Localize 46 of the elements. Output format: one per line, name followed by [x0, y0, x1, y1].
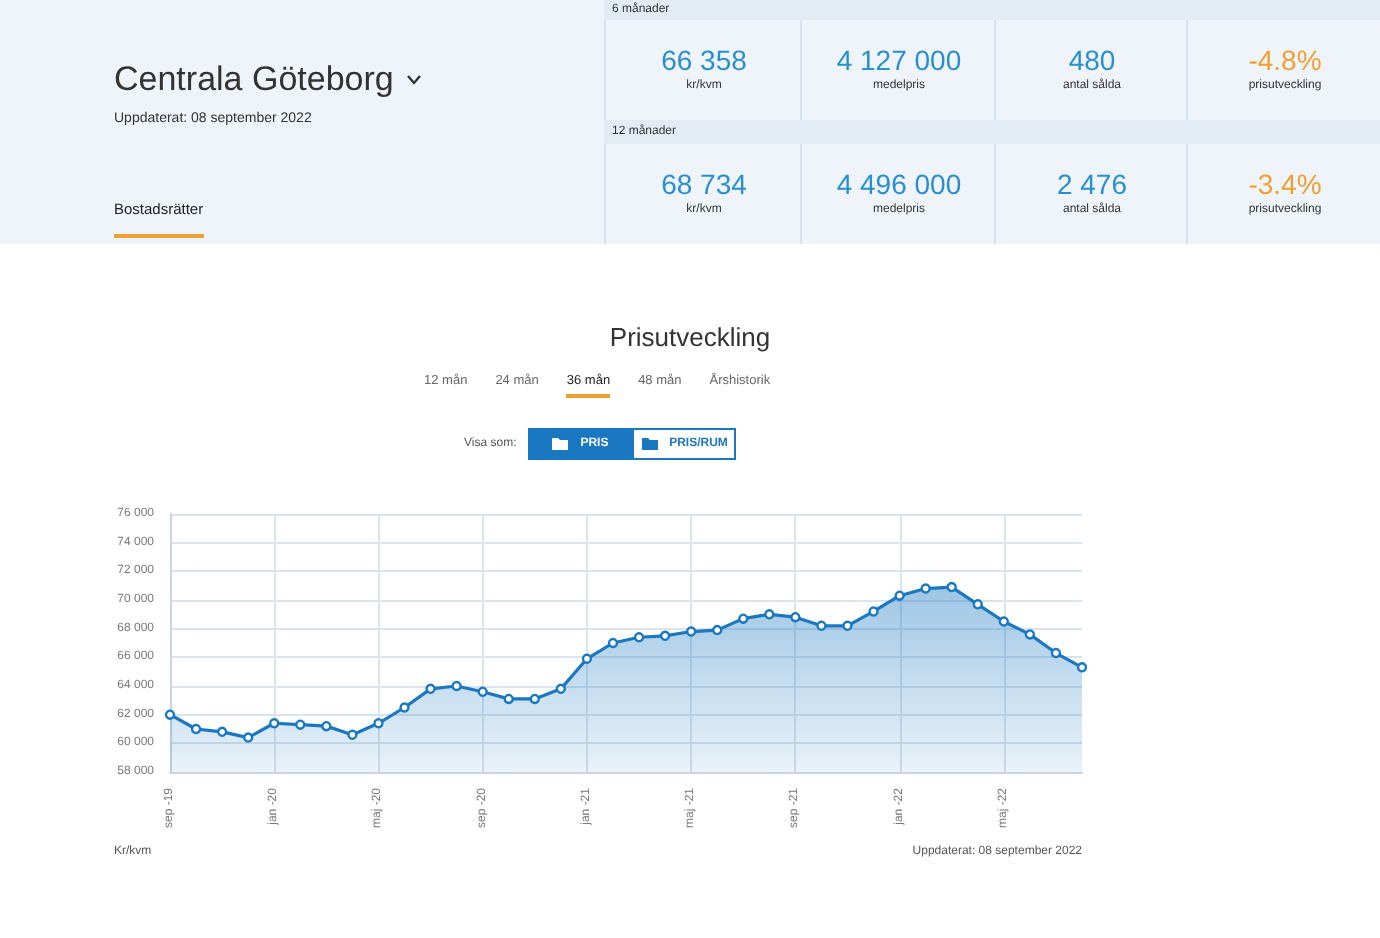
- point: [503, 693, 514, 705]
- point: [868, 606, 879, 617]
- text: 68 734: [659, 168, 749, 200]
- point: [633, 632, 645, 643]
- chart-title: Prisutveckling: [609, 322, 771, 352]
- point: [451, 680, 462, 692]
- point: [894, 590, 905, 601]
- point: [842, 620, 853, 631]
- point: [581, 653, 593, 664]
- point: [1050, 647, 1062, 659]
- point: [190, 723, 202, 735]
- text: 4 127 000: [834, 44, 964, 76]
- point: [712, 624, 723, 636]
- text: 480: [1066, 44, 1118, 76]
- point: [659, 630, 671, 642]
- point: [790, 612, 801, 623]
- point: [816, 620, 827, 631]
- point: [425, 683, 436, 695]
- point: [607, 637, 619, 649]
- point: [685, 626, 697, 637]
- point: [738, 613, 749, 624]
- point: [295, 719, 306, 730]
- text: 2 476: [1054, 168, 1130, 200]
- point: [242, 732, 254, 743]
- point: [216, 726, 228, 738]
- point: [373, 718, 384, 729]
- text: 66 358: [659, 44, 749, 76]
- point: [920, 583, 931, 594]
- point: [764, 609, 775, 620]
- point: [972, 599, 983, 610]
- point: [946, 581, 957, 593]
- point: [347, 729, 358, 740]
- text: -4.8%: [1246, 44, 1324, 76]
- point: [477, 686, 488, 697]
- point: [1024, 629, 1036, 640]
- text: 4 496 000: [834, 168, 964, 200]
- text: -3.4%: [1246, 168, 1324, 200]
- point: [529, 693, 540, 705]
- text: Centrala Göteborg: [114, 60, 394, 100]
- point: [555, 683, 567, 695]
- point: [399, 702, 410, 713]
- point: [164, 709, 176, 720]
- point: [1076, 662, 1088, 673]
- point: [269, 718, 280, 729]
- point: [321, 720, 332, 732]
- point: [998, 616, 1010, 627]
